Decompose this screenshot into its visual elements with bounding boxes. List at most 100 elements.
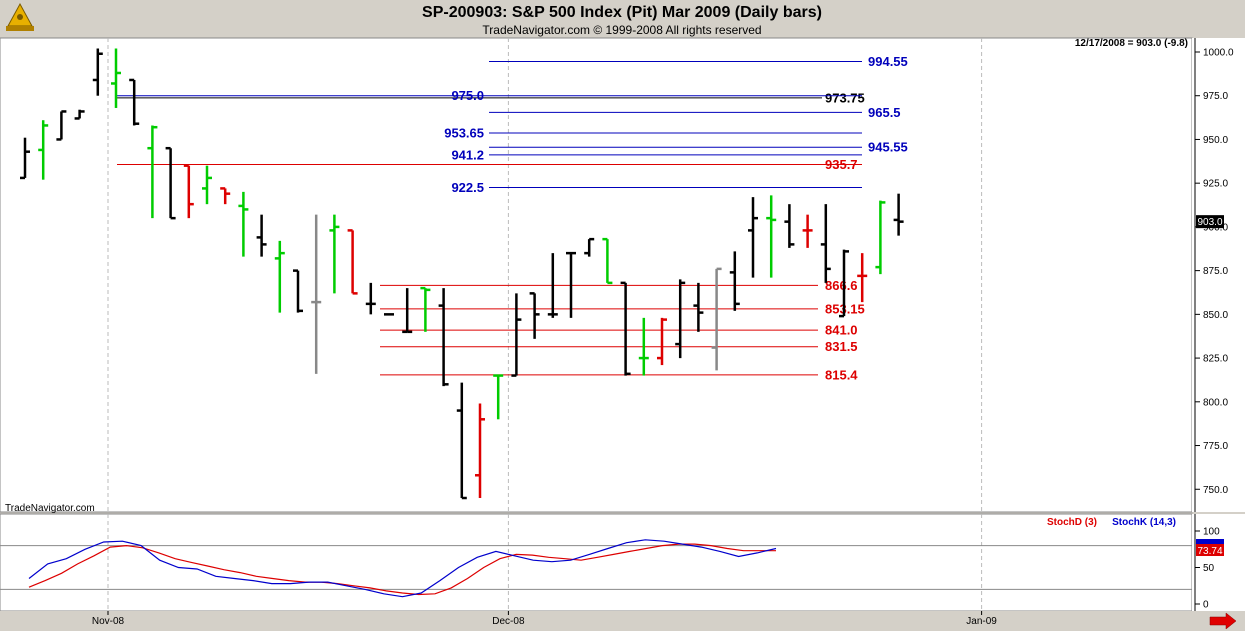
- price-tick-label: 825.0: [1203, 354, 1228, 365]
- date-tick-label: Dec-08: [492, 616, 525, 627]
- ohlc-bar: [329, 214, 340, 294]
- ohlc-bar: [238, 191, 249, 257]
- stoch-series-line: [28, 543, 776, 596]
- level-lines: 994.55 973.75 975.0 965.5 953.65 945.55 941.2 9…: [117, 54, 908, 382]
- ohlc-bar: [347, 229, 358, 295]
- ohlc-bars: [20, 48, 904, 500]
- grid: [107, 38, 983, 611]
- stoch-tick-label: 50: [1203, 563, 1215, 574]
- ohlc-bar: [311, 214, 322, 374]
- stoch-series-line: [28, 539, 777, 598]
- last-price-tag: 903.0: [1196, 215, 1224, 229]
- stoch-last-tag: 73.74: [1196, 539, 1224, 557]
- chart-subtitle: TradeNavigator.com © 1999-2008 All right…: [482, 23, 761, 37]
- ohlc-bar: [38, 120, 49, 180]
- ohlc-bar: [111, 48, 121, 108]
- ohlc-bar: [675, 279, 686, 359]
- ohlc-bar: [129, 78, 140, 126]
- price-tick-label: 875.0: [1203, 266, 1228, 277]
- date-tick-label: Jan-09: [966, 616, 997, 627]
- price-tick-label: 750.0: [1203, 485, 1228, 496]
- level-label: 975.0: [451, 88, 484, 103]
- ohlc-bar: [456, 382, 467, 500]
- level-label: 815.4: [825, 367, 858, 382]
- chart-title: SP-200903: S&P 500 Index (Pit) Mar 2009 …: [422, 4, 822, 21]
- ohlc-bar: [620, 281, 631, 376]
- price-tick-label: 800.0: [1203, 397, 1228, 408]
- ohlc-bar: [147, 125, 158, 219]
- ohlc-bar: [402, 288, 413, 334]
- ohlc-bar: [638, 317, 649, 376]
- price-tick-label: 925.0: [1203, 179, 1228, 190]
- ohlc-bar: [20, 137, 30, 180]
- level-label: 935.7: [825, 157, 858, 172]
- ohlc-bar: [92, 48, 103, 96]
- ohlc-bar: [820, 204, 831, 283]
- level-label: 841.0: [825, 323, 858, 338]
- ohlc-bar: [220, 187, 231, 205]
- ohlc-bar: [857, 253, 868, 303]
- level-label: 953.65: [444, 126, 484, 141]
- stoch-last-tag-text: 73.74: [1197, 546, 1222, 557]
- ohlc-bar: [493, 374, 504, 420]
- ohlc-bar: [566, 251, 576, 318]
- level-label: 941.2: [451, 147, 484, 162]
- stoch-tick-label: 0: [1203, 600, 1209, 611]
- ohlc-bar: [784, 204, 795, 248]
- date-ticks: Nov-08 Dec-08 Jan-09: [92, 611, 997, 627]
- stoch-tick-label: 100: [1203, 527, 1220, 538]
- date-tick-label: Nov-08: [92, 616, 125, 627]
- price-axis: [1192, 38, 1245, 512]
- level-label: 866.6: [825, 278, 858, 293]
- ohlc-bar: [511, 293, 522, 377]
- scroll-right-arrow-icon[interactable]: [1209, 612, 1237, 630]
- ohlc-bar: [420, 286, 431, 332]
- title-bar: SP-200903: S&P 500 Index (Pit) Mar 2009 …: [0, 0, 1245, 38]
- level-label: 831.5: [825, 339, 858, 354]
- stochastic-panel: [0, 513, 1193, 612]
- ohlc-bar: [802, 214, 813, 248]
- level-label: 945.55: [868, 140, 908, 155]
- price-tick-label: 775.0: [1203, 441, 1228, 452]
- ohlc-bar: [693, 282, 704, 332]
- ohlc-bar: [766, 195, 777, 278]
- level-label: 965.5: [868, 105, 901, 120]
- trade-navigator-logo-icon: [6, 2, 34, 31]
- ohlc-bar: [584, 237, 595, 257]
- level-label: 973.75: [825, 90, 865, 105]
- stochastic-axis: [1192, 514, 1245, 611]
- ohlc-bar: [365, 282, 376, 315]
- price-tick-label: 1000.0: [1203, 47, 1234, 58]
- ohlc-bar: [748, 197, 758, 278]
- watermark-text: TradeNavigator.com: [5, 503, 95, 514]
- price-tick-label: 850.0: [1203, 310, 1228, 321]
- level-label: 994.55: [868, 54, 908, 69]
- ohlc-bar: [893, 193, 904, 236]
- ohlc-bar: [74, 109, 85, 120]
- ohlc-bar: [475, 403, 485, 499]
- ohlc-bar: [547, 253, 558, 318]
- ohlc-bar: [274, 240, 285, 313]
- ohlc-bar: [183, 164, 194, 219]
- stochd-legend: StochD (3): [1047, 517, 1097, 528]
- price-tick-label: 975.0: [1203, 91, 1228, 102]
- stochk-legend: StochK (14,3): [1112, 517, 1176, 528]
- ohlc-bar: [256, 214, 267, 257]
- ohlc-bar: [165, 146, 176, 220]
- level-label: 922.5: [451, 180, 484, 195]
- ohlc-bar: [202, 165, 212, 205]
- last-price-readout: 12/17/2008 = 903.0 (-9.8): [1075, 38, 1188, 49]
- stochastic-lines: 100 50 0: [0, 527, 1220, 611]
- ohlc-bar: [657, 317, 667, 366]
- ohlc-bar: [529, 292, 540, 339]
- price-panel: [0, 37, 1193, 513]
- ohlc-bar: [729, 251, 740, 311]
- date-axis: [0, 611, 1245, 631]
- ohlc-bar: [602, 237, 613, 285]
- ohlc-bar: [438, 288, 449, 387]
- ohlc-bar: [711, 267, 722, 371]
- ohlc-bar: [839, 249, 849, 318]
- ohlc-bar: [56, 110, 67, 141]
- price-tick-label: 950.0: [1203, 135, 1228, 146]
